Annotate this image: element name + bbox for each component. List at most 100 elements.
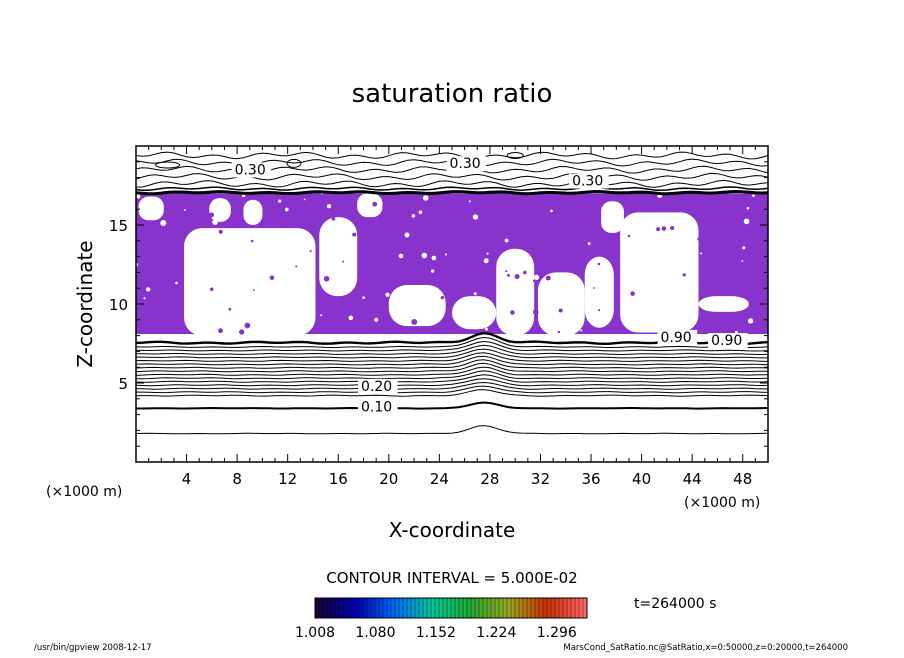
fill-speckle (186, 311, 189, 314)
fill-speckle (287, 257, 292, 262)
fill-speckle (427, 294, 433, 301)
x-tick-label: 24 (430, 470, 449, 488)
fill-hole (357, 193, 383, 218)
x-unit-label-left: (×1000 m) (46, 484, 122, 500)
colorbar-cell (347, 598, 352, 618)
fill-speckle (483, 258, 489, 264)
contour-label-bg (357, 378, 398, 394)
colorbar-cell (387, 598, 392, 618)
colorbar-cell (539, 598, 544, 618)
contour-line (135, 352, 769, 362)
fill-speckle (437, 273, 439, 276)
fill-speckle (550, 209, 553, 213)
fill-speckle (468, 200, 471, 203)
contour-line (135, 355, 769, 366)
fill-speckle (747, 318, 754, 324)
colorbar-cell (567, 598, 572, 618)
fill-speckle (453, 224, 458, 230)
fill-hole (620, 212, 699, 333)
fill-speckle (587, 242, 591, 245)
colorbar-cell (551, 598, 556, 618)
colorbar-cell (399, 598, 404, 618)
x-tick-label: 4 (182, 470, 192, 488)
y-tick-label: 10 (109, 296, 128, 314)
fill-speckle (426, 308, 431, 313)
fill-speckle (218, 229, 223, 234)
colorbar-cell (447, 598, 452, 618)
colorbar-cell (543, 598, 548, 618)
fill-speckle (447, 232, 454, 238)
fill-speckle (473, 292, 477, 296)
colorbar-cell (351, 598, 356, 618)
fill-speckle (472, 214, 479, 220)
fill-speckle (557, 330, 561, 334)
chart-title: saturation ratio (352, 79, 553, 109)
contour-line (135, 389, 769, 397)
fill-speckle (742, 246, 746, 250)
x-tick-label: 40 (632, 470, 651, 488)
fill-speckle (398, 253, 404, 259)
fill-speckle (143, 297, 146, 300)
colorbar-cell (511, 598, 516, 618)
colorbar-cell (411, 598, 416, 618)
fill-speckle (304, 223, 310, 229)
contour-label-bg (708, 333, 748, 349)
fill-speckle (411, 214, 416, 218)
contour-label-bg (569, 173, 609, 189)
fill-speckle (411, 278, 416, 282)
time-text: t=264000 s (634, 596, 716, 612)
contour-line (135, 366, 768, 376)
colorbar-cell (523, 598, 528, 618)
fill-speckle (415, 255, 417, 257)
colorbar-cell (483, 598, 488, 618)
colorbar-cell (479, 598, 484, 618)
colorbar-cell (419, 598, 424, 618)
fill-speckle (537, 240, 540, 243)
colorbar-cell (547, 598, 552, 618)
y-tick-label: 15 (109, 217, 128, 235)
colorbar-cell (559, 598, 564, 618)
colorbar-cell (515, 598, 520, 618)
fill-speckle (548, 330, 551, 333)
fill-speckle (206, 285, 209, 288)
fill-hole (319, 217, 358, 297)
colorbar-cell (423, 598, 428, 618)
fill-speckle (533, 274, 540, 280)
colorbar-tick-label: 1.224 (476, 625, 516, 641)
x-axis-label: X-coordinate (389, 518, 516, 542)
colorbar-cell (571, 598, 576, 618)
contour-line (135, 186, 769, 192)
colorbar-cell (459, 598, 464, 618)
fill-speckle (752, 194, 755, 198)
y-axis-label: Z-coordinate (73, 240, 97, 367)
fill-speckle (415, 261, 418, 264)
fill-speckle (514, 274, 520, 280)
contour-line (135, 189, 769, 196)
contour-label: 0.10 (361, 399, 392, 415)
fill-speckle (212, 219, 218, 225)
contour-label-bg (231, 162, 272, 178)
colorbar-cell (503, 598, 508, 618)
contour-label-bg (357, 399, 398, 415)
contour-line (135, 381, 769, 390)
colorbar-cell (499, 598, 504, 618)
fill-speckle (175, 281, 178, 285)
contour-line (135, 179, 769, 188)
contour-loop (506, 151, 524, 159)
contour-label: 0.30 (235, 162, 266, 178)
fill-speckle (295, 265, 298, 268)
footer-left: /usr/bin/gpview 2008-12-17 (34, 643, 152, 653)
fill-speckle (291, 264, 294, 267)
contour-loop (155, 161, 181, 169)
x-tick-label: 48 (733, 470, 752, 488)
colorbar-cell (495, 598, 500, 618)
fill-speckle (357, 282, 360, 285)
colorbar-cell (379, 598, 384, 618)
fill-speckle (303, 198, 306, 201)
contour-label: 0.20 (361, 379, 392, 395)
fill-hole (601, 201, 624, 233)
fill-hole (388, 285, 446, 327)
fill-speckle (488, 288, 494, 294)
fill-speckle (149, 308, 154, 314)
supersaturation-fill (134, 192, 768, 336)
